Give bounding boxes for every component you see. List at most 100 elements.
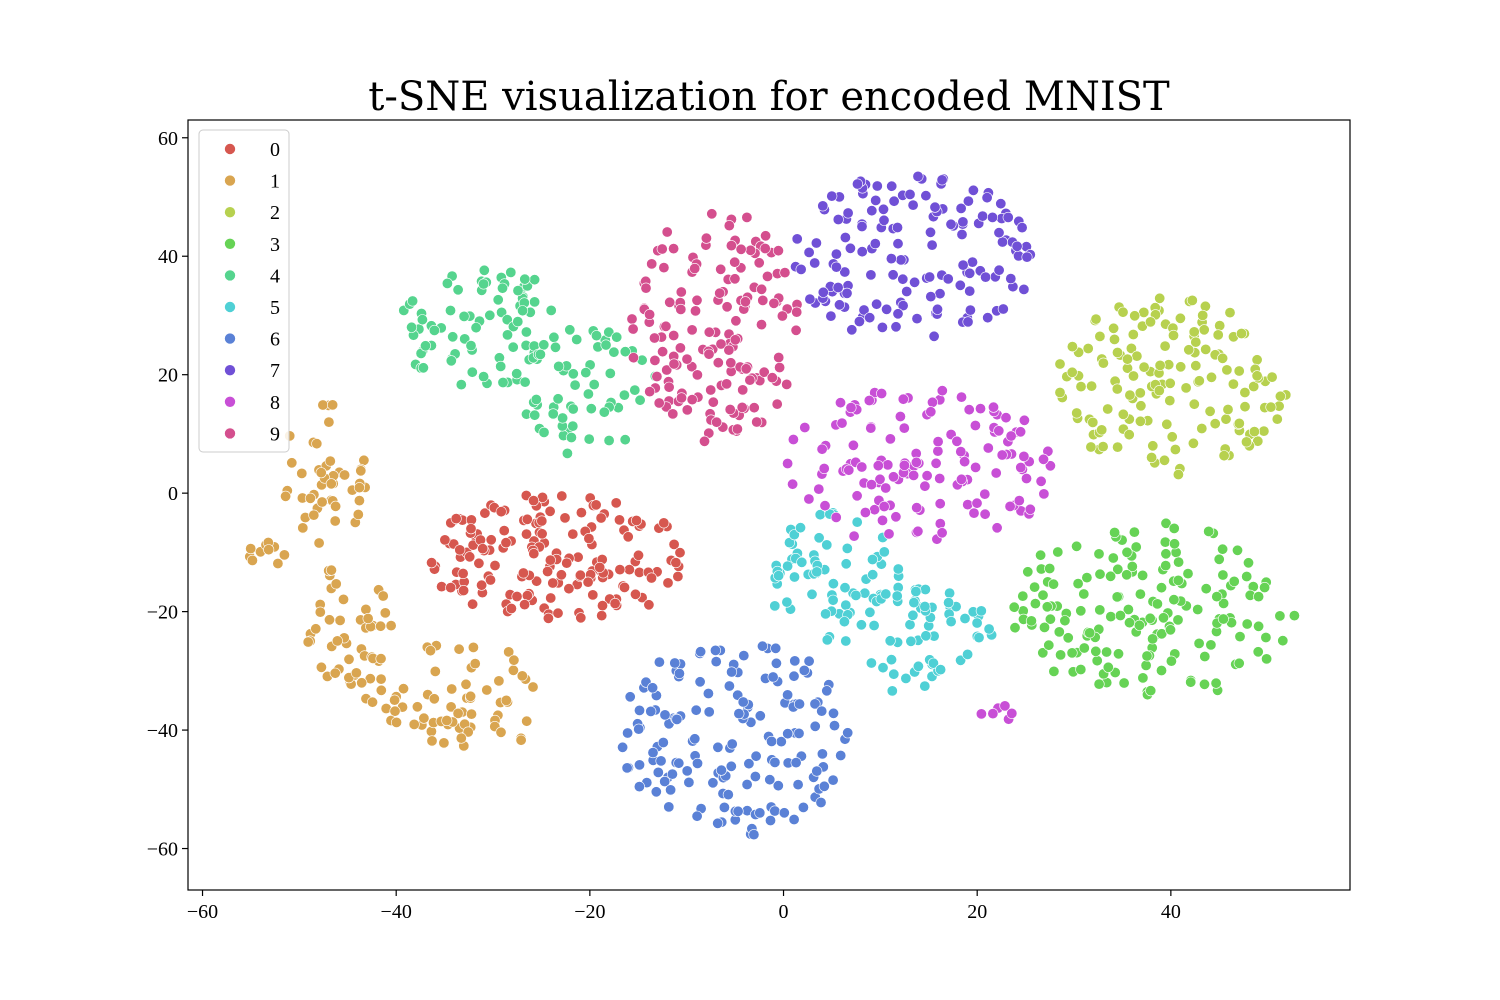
point-digit-7 <box>892 308 904 320</box>
point-digit-4 <box>567 420 579 432</box>
point-digit-5 <box>813 532 825 544</box>
point-digit-9 <box>715 338 727 350</box>
point-digit-9 <box>707 396 719 408</box>
point-digit-1 <box>411 701 423 713</box>
point-digit-6 <box>733 708 745 720</box>
point-digit-6 <box>694 676 706 688</box>
point-digit-3 <box>1121 546 1133 558</box>
point-digit-6 <box>689 733 701 745</box>
point-digit-8 <box>925 406 937 418</box>
point-digit-1 <box>353 482 365 494</box>
point-digit-2 <box>1096 424 1108 436</box>
point-digit-6 <box>655 755 667 767</box>
point-digit-3 <box>1094 568 1106 580</box>
point-digit-8 <box>1035 475 1047 487</box>
point-digit-4 <box>512 316 524 328</box>
point-digit-5 <box>781 596 793 608</box>
point-digit-6 <box>741 778 753 790</box>
point-digit-8 <box>934 472 946 484</box>
legend-label-1: 1 <box>270 171 280 193</box>
y-tick-label: −20 <box>147 602 178 624</box>
point-digit-0 <box>477 543 489 555</box>
point-digit-9 <box>651 370 663 382</box>
point-digit-4 <box>519 273 531 285</box>
point-digit-2 <box>1066 341 1078 353</box>
point-digit-5 <box>943 597 955 609</box>
point-digit-3 <box>1160 517 1172 529</box>
point-digit-9 <box>674 342 686 354</box>
point-digit-1 <box>356 677 368 689</box>
point-digit-0 <box>454 544 466 556</box>
point-digit-3 <box>1140 659 1152 671</box>
point-digit-8 <box>991 522 1003 534</box>
point-digit-5 <box>794 522 806 534</box>
point-digit-2 <box>1190 360 1202 372</box>
point-digit-9 <box>772 245 784 257</box>
point-digit-3 <box>1102 661 1114 673</box>
point-digit-0 <box>479 507 491 519</box>
point-digit-7 <box>895 254 907 266</box>
point-digit-9 <box>712 357 724 369</box>
point-digit-0 <box>670 557 682 569</box>
point-digit-7 <box>1002 211 1014 223</box>
point-digit-0 <box>521 513 533 525</box>
point-digit-2 <box>1174 312 1186 324</box>
point-digit-8 <box>1024 503 1036 515</box>
point-digit-3 <box>1156 664 1168 676</box>
point-digit-1 <box>308 509 320 521</box>
point-digit-0 <box>609 597 621 609</box>
point-digit-2 <box>1188 398 1200 410</box>
point-digit-3 <box>1218 597 1230 609</box>
point-digit-3 <box>1228 575 1240 587</box>
point-digit-3 <box>1008 601 1020 613</box>
point-digit-5 <box>865 657 877 669</box>
point-digit-6 <box>770 642 782 654</box>
point-digit-9 <box>773 351 785 363</box>
point-digit-4 <box>512 285 524 297</box>
point-digit-3 <box>1203 525 1215 537</box>
point-digit-9 <box>663 381 675 393</box>
point-digit-5 <box>920 630 932 642</box>
point-digit-9 <box>753 257 765 269</box>
point-digit-0 <box>519 599 531 611</box>
point-digit-6 <box>653 656 665 668</box>
point-digit-4 <box>452 284 464 296</box>
point-digit-6 <box>659 775 671 787</box>
point-digit-9 <box>736 401 748 413</box>
point-digit-2 <box>1222 403 1234 415</box>
point-digit-4 <box>419 340 431 352</box>
point-digit-4 <box>495 360 507 372</box>
point-digit-9 <box>721 301 733 313</box>
point-digit-1 <box>278 549 290 561</box>
point-digit-5 <box>782 560 794 572</box>
point-digit-4 <box>582 388 594 400</box>
point-digit-2 <box>1188 326 1200 338</box>
point-digit-8 <box>1000 412 1012 424</box>
point-digit-6 <box>671 713 683 725</box>
x-tick-label: 40 <box>1161 901 1181 923</box>
point-digit-6 <box>645 705 657 717</box>
point-digit-4 <box>600 339 612 351</box>
point-digit-9 <box>755 319 767 331</box>
point-digit-1 <box>334 614 346 626</box>
point-digit-8 <box>912 525 924 537</box>
point-digit-7 <box>886 180 898 192</box>
point-digit-8 <box>926 396 938 408</box>
point-digit-2 <box>1221 364 1233 376</box>
legend-marker-8 <box>224 395 236 408</box>
point-digit-2 <box>1258 425 1270 437</box>
point-digit-2 <box>1248 426 1260 438</box>
point-digit-9 <box>741 211 753 223</box>
point-digit-6 <box>659 709 671 721</box>
point-digit-1 <box>375 673 387 685</box>
point-digit-2 <box>1198 324 1210 336</box>
point-digit-8 <box>848 530 860 542</box>
point-digit-6 <box>750 750 762 762</box>
point-digit-0 <box>559 512 571 524</box>
point-digit-8 <box>887 471 899 483</box>
point-digit-1 <box>500 694 512 706</box>
point-digit-2 <box>1138 361 1150 373</box>
point-digit-9 <box>739 296 751 308</box>
point-digit-5 <box>975 605 987 617</box>
point-digit-2 <box>1183 344 1195 356</box>
